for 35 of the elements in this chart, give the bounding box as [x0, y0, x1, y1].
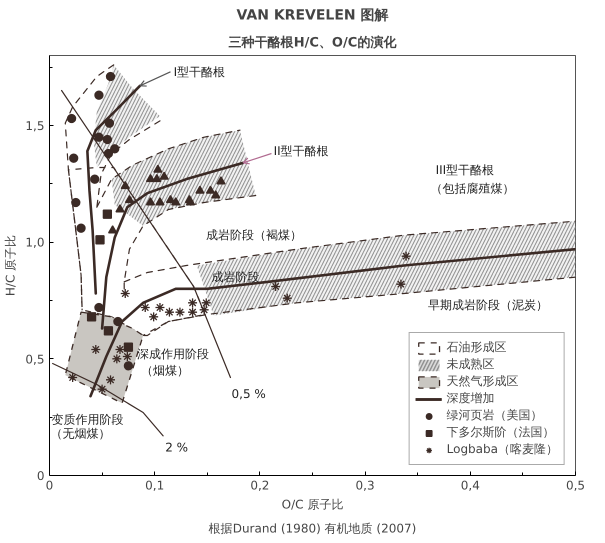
annotation: 成岩阶段（褐煤）: [206, 228, 302, 242]
annotation: 深成作用阶段: [136, 347, 209, 362]
annotation: III型干酪根: [436, 162, 494, 177]
y-tick-label: 0: [36, 469, 45, 483]
x-tick-label: 0,2: [250, 478, 270, 492]
chart-title: VAN KREVELEN 图解: [236, 8, 388, 24]
y-tick-label: 1,0: [25, 236, 45, 250]
x-tick-label: 0,5: [566, 478, 586, 492]
legend-label: 未成熟区: [446, 356, 495, 373]
y-tick-label: 0,5: [25, 352, 45, 366]
annotation: 2 %: [165, 440, 188, 454]
legend-label: 深度增加: [446, 390, 495, 407]
x-tick-label: 0,1: [145, 478, 164, 492]
legend-label: 石油形成区: [446, 339, 507, 356]
y-axis-title: H/C 原子比: [3, 234, 18, 296]
annotation: I型干酪根: [174, 64, 226, 79]
x-axis-title: O/C 原子比: [282, 498, 344, 512]
legend-label: 天然气形成区: [446, 373, 519, 390]
legend-label: Logbaba（喀麦隆）: [446, 441, 558, 458]
x-tick-label: 0,4: [460, 478, 480, 492]
annotation: （无烟煤）: [50, 426, 111, 440]
y-tick-label: 1,5: [25, 119, 45, 133]
annotation: 早期成岩阶段（泥炭）: [428, 298, 548, 312]
annotation: （包括腐殖煤）: [430, 182, 514, 196]
annotation: 变质作用阶段: [52, 412, 124, 426]
annotation: 成岩阶段: [212, 270, 260, 284]
x-tick-label: 0,3: [356, 478, 375, 492]
legend-label: 下多尔斯阶（法国）: [446, 424, 555, 441]
annotation: II型干酪根: [274, 144, 329, 158]
annotation: 0,5 %: [231, 386, 266, 401]
x-tick-label: 0: [46, 478, 54, 492]
legend-label: 绿河页岩（美国）: [446, 407, 543, 424]
text: 根据Durand (1980) 有机地质 (2007): [208, 522, 416, 536]
annotation: （烟煤）: [141, 364, 190, 378]
chart-subtitle: 三种干酪根H/C、O/C的演化: [228, 34, 398, 50]
